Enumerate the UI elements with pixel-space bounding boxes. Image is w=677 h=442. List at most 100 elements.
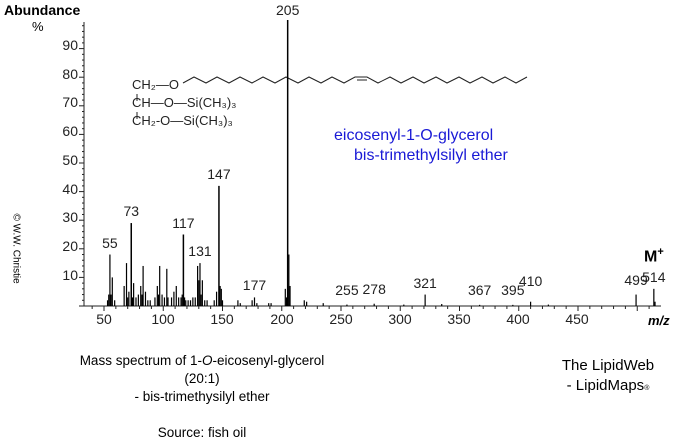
y-tick-label: 40 <box>62 181 78 197</box>
spectrum-peak <box>306 301 308 306</box>
spectrum-peak <box>424 294 426 306</box>
spectrum-peak <box>163 297 166 306</box>
spectrum-peak <box>653 288 655 306</box>
peak-label: 321 <box>413 274 437 291</box>
y-tick-label: 90 <box>62 37 78 53</box>
spectrum-peak <box>288 254 290 306</box>
spectrum-peak <box>133 283 135 306</box>
spectrum-peak <box>403 304 405 306</box>
spectrum-peak <box>182 234 185 306</box>
peak-label: 55 <box>102 234 118 251</box>
y-tick-label: 50 <box>62 152 78 168</box>
peak-label: 131 <box>188 243 212 260</box>
peak-label: 514 <box>642 268 666 285</box>
spectrum-peak <box>201 280 203 306</box>
spectrum-peak <box>200 294 202 306</box>
y-tick-label: 80 <box>62 66 78 82</box>
chemical-structure: CH₂—O CH—O—Si(CH₃)₃ CH₂-O—Si(CH₃)₃ <box>132 77 237 128</box>
spectrum-peak <box>286 20 289 306</box>
spectrum-peak <box>166 268 168 306</box>
spectrum-peak <box>149 300 151 306</box>
peak-label: 367 <box>467 281 492 298</box>
spectrum-peak <box>303 300 305 306</box>
spectrum-peak <box>218 185 220 306</box>
spectrum-peak <box>147 300 149 306</box>
spectrum-peak <box>192 297 194 306</box>
spectrum-peak <box>189 300 192 306</box>
spectrum-peak <box>127 297 129 306</box>
peak-label: 278 <box>362 280 386 297</box>
x-tick-label: 200 <box>270 311 294 327</box>
spectrum-peak <box>141 294 143 306</box>
peak-label: 255 <box>335 281 359 298</box>
spectrum-peak <box>251 300 253 306</box>
spectrum-peak <box>185 300 187 306</box>
figure-caption: Mass spectrum of 1-O-eicosenyl-glycerol … <box>72 352 332 442</box>
source-note: Source: fish oil <box>157 425 247 440</box>
spectrum-peak <box>199 263 201 306</box>
spectrum-peak <box>110 294 112 306</box>
spectrum-peak <box>220 288 222 306</box>
spectrum-peak <box>346 304 348 306</box>
peak-label: 117 <box>172 214 195 231</box>
spectrum-peak <box>137 294 139 306</box>
x-tick-label: 300 <box>388 311 412 327</box>
spectrum-peak <box>130 223 133 306</box>
peak-label: 177 <box>242 277 267 294</box>
brand-label: The LipidWeb - LipidMaps® <box>561 357 655 394</box>
spectrum-peak <box>156 285 158 306</box>
y-tick-label: 60 <box>62 123 78 139</box>
spectrum-peak <box>268 303 270 306</box>
spectrum-peak <box>159 265 161 306</box>
x-tick-label: 50 <box>96 311 112 327</box>
spectrum-peak <box>204 300 206 306</box>
spectrum-peak <box>142 265 144 306</box>
spectrum-peak <box>173 291 175 306</box>
spectrum-peak <box>178 297 180 306</box>
spectrum-peak <box>183 297 186 306</box>
spectrum-peak <box>441 303 443 306</box>
spectrum-peak <box>111 277 113 306</box>
spectrum-peak <box>256 303 258 306</box>
spectrum-peak <box>194 297 196 306</box>
spectrum-peak <box>221 300 224 306</box>
spectrum-peak <box>157 294 160 306</box>
x-tick-label: 250 <box>329 311 353 327</box>
spectrum-peak <box>206 300 208 306</box>
spectrum-peak <box>213 300 215 306</box>
peak-label: 410 <box>518 272 543 289</box>
spectrum-peak <box>289 285 291 306</box>
spectrum-peak <box>181 294 183 306</box>
y-tick-label: 70 <box>62 94 78 110</box>
spectrum-peak <box>237 300 239 306</box>
spectrum-peak <box>373 303 375 306</box>
spectrum-peak <box>154 297 156 306</box>
peak-label: 499 <box>624 271 648 288</box>
spectrum-peak <box>161 294 163 306</box>
spectrum-peak <box>198 280 200 306</box>
spectrum-peak <box>131 297 134 306</box>
y-tick-label: 30 <box>62 209 78 225</box>
spectrum-peak <box>175 285 177 306</box>
y-tick-label: 20 <box>62 238 78 254</box>
spectrum-peak <box>114 300 116 306</box>
y-tick-label: 10 <box>62 267 78 283</box>
peak-label: 395 <box>501 281 525 298</box>
spectrum-peak <box>284 288 286 306</box>
spectrum-peak <box>108 294 110 306</box>
spectrum-peak <box>167 297 169 306</box>
peak-label: 205 <box>275 2 300 18</box>
spectrum-peak <box>144 291 147 306</box>
compound-name: eicosenyl-1-O-glycerol bis-trimethylsily… <box>334 127 508 164</box>
x-tick-label: 350 <box>447 311 471 327</box>
spectrum-peak <box>253 297 256 306</box>
spectrum-peak <box>140 285 142 306</box>
spectrum-peak <box>322 303 324 306</box>
spectrum-peak <box>106 300 109 306</box>
y-axis-title: Abundance <box>4 2 81 18</box>
spectrum-peak <box>197 265 199 306</box>
spectrum-peak <box>215 291 218 306</box>
peak-label: 147 <box>207 165 231 182</box>
spectrum-peak <box>135 297 137 306</box>
